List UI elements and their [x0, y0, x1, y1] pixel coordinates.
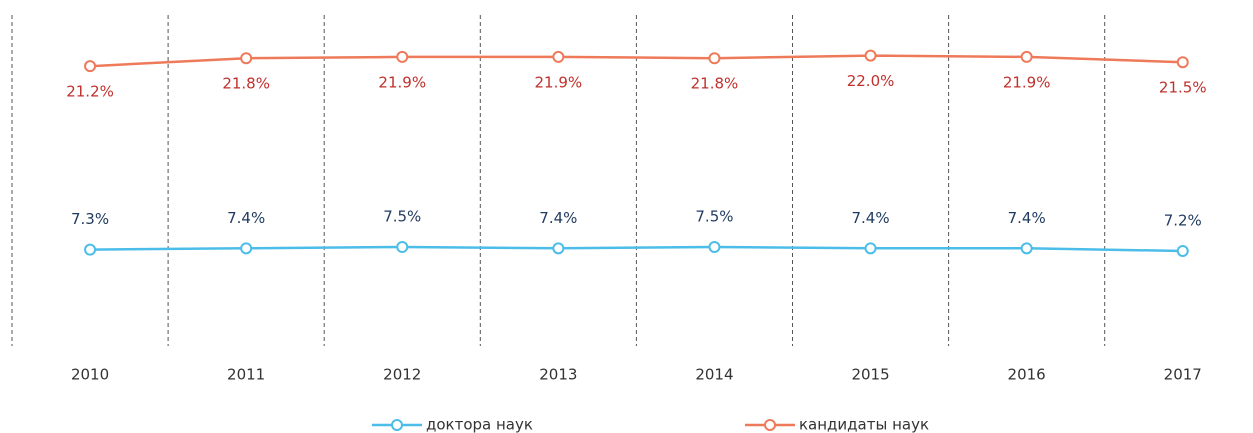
data-point — [552, 50, 565, 63]
data-point — [396, 241, 409, 253]
data-point — [1020, 242, 1033, 255]
data-label: 21.9% — [378, 73, 426, 91]
data-point — [240, 242, 253, 255]
data-label: 21.2% — [66, 83, 114, 101]
data-point — [1176, 56, 1189, 69]
x-tick-label: 2014 — [695, 366, 733, 384]
legend-label: кандидаты наук — [799, 416, 929, 433]
x-tick-label: 2015 — [851, 366, 889, 384]
data-point — [396, 50, 409, 63]
data-label: 21.9% — [535, 73, 583, 91]
data-label: 7.4% — [1008, 209, 1046, 227]
x-tick-label: 2012 — [383, 366, 421, 384]
data-label: 7.3% — [71, 210, 109, 228]
series-line — [89, 54, 1183, 68]
data-label: 7.4% — [539, 209, 577, 227]
data-point — [84, 243, 97, 256]
data-label: 22.0% — [847, 72, 895, 90]
x-tick-label: 2016 — [1008, 366, 1046, 384]
x-tick-label: 2010 — [71, 366, 109, 384]
data-point — [84, 60, 97, 73]
legend-label: доктора наук — [426, 416, 533, 433]
data-label: 21.8% — [691, 75, 739, 93]
data-point — [864, 242, 877, 255]
data-label: 7.4% — [851, 209, 889, 227]
data-point — [1176, 244, 1189, 257]
x-tick-label: 2013 — [539, 366, 577, 384]
data-point — [552, 242, 565, 255]
data-label: 21.5% — [1159, 79, 1207, 97]
data-label: 7.5% — [695, 208, 733, 226]
x-tick-label: 2017 — [1164, 366, 1202, 384]
data-label: 21.9% — [1003, 73, 1051, 91]
data-label: 7.4% — [227, 209, 265, 227]
x-tick-label: 2011 — [227, 366, 265, 384]
data-point — [708, 52, 721, 65]
data-point — [1020, 50, 1033, 63]
data-label: 7.5% — [383, 208, 421, 226]
data-label: 21.8% — [222, 75, 270, 93]
data-label: 7.2% — [1164, 211, 1202, 229]
legend-marker — [391, 419, 403, 431]
data-point — [864, 49, 877, 62]
legend-marker — [764, 419, 776, 431]
data-point — [240, 52, 253, 65]
series-line — [89, 245, 1183, 253]
data-point — [708, 241, 721, 253]
